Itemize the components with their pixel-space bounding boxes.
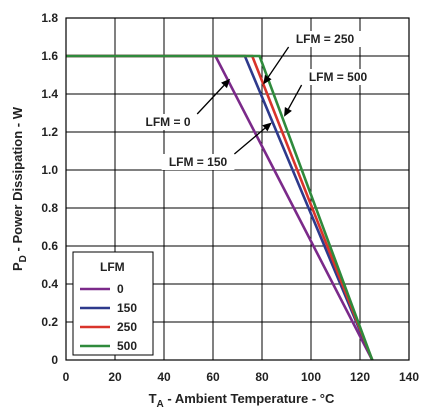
y-tick-label: 1.6 (41, 49, 58, 63)
annotation-box (301, 69, 375, 85)
y-tick-label: 1.8 (41, 11, 58, 25)
x-tick-label: 100 (301, 370, 321, 384)
annotation-arrow (267, 46, 290, 78)
legend-label-lfm-0: 0 (117, 282, 124, 296)
annotation-arrow (233, 127, 266, 155)
series-line-lfm-500 (66, 54, 374, 361)
legend-label-lfm-150: 150 (117, 301, 137, 315)
y-tick-label: 1.0 (41, 163, 58, 177)
x-tick-label: 40 (157, 370, 171, 384)
annotation-arrow (196, 84, 225, 115)
annotation-box (288, 31, 362, 47)
y-tick-label: 0.8 (41, 201, 58, 215)
x-tick-label: 140 (399, 370, 419, 384)
y-tick-label: 1.2 (41, 125, 58, 139)
legend-box (72, 251, 154, 356)
legend-title: LFM (100, 260, 125, 274)
annotation-arrow (287, 84, 303, 110)
y-tick-label: 0.4 (41, 277, 58, 291)
annotation-arrowhead (263, 74, 272, 85)
annotation-box (138, 114, 198, 130)
y-tick-label: 0.2 (41, 315, 58, 329)
x-tick-label: 20 (108, 370, 122, 384)
annotation-label: LFM = 0 (145, 115, 190, 129)
x-tick-label: 60 (206, 370, 220, 384)
legend: LFM 0 150 250 500 (72, 251, 154, 356)
annotation-label: LFM = 150 (169, 155, 228, 169)
annotations: LFM = 250 LFM = 500 LFM = 0 LFM = 150 (138, 31, 375, 170)
legend-items: 0 150 250 500 (80, 282, 137, 353)
y-tick-label: 0 (51, 353, 58, 367)
y-tick-label: 1.4 (41, 87, 58, 101)
annotation-arrowhead (221, 78, 231, 89)
y-axis-title: PD - Power Dissipation - W (10, 106, 29, 271)
y-tick-label: 0.6 (41, 239, 58, 253)
x-tick-label: 120 (350, 370, 370, 384)
annotation-box (161, 154, 235, 170)
tick-labels: 0 20 40 60 80 100 120 140 0 0.2 0.4 0.6 0.8 1.0 1.2 1.4… (41, 11, 419, 384)
annotation-arrowhead (262, 122, 272, 132)
x-tick-label: 0 (63, 370, 70, 384)
legend-label-lfm-500: 500 (117, 339, 137, 353)
x-tick-label: 80 (255, 370, 269, 384)
annotation-arrowhead (284, 106, 292, 117)
annotation-label: LFM = 500 (309, 70, 368, 84)
x-axis-title: TA - Ambient Temperature - °C (149, 391, 335, 410)
plot-frame (65, 17, 410, 361)
annotation-label: LFM = 250 (296, 32, 355, 46)
legend-label-lfm-250: 250 (117, 320, 137, 334)
series-lines (66, 54, 374, 361)
